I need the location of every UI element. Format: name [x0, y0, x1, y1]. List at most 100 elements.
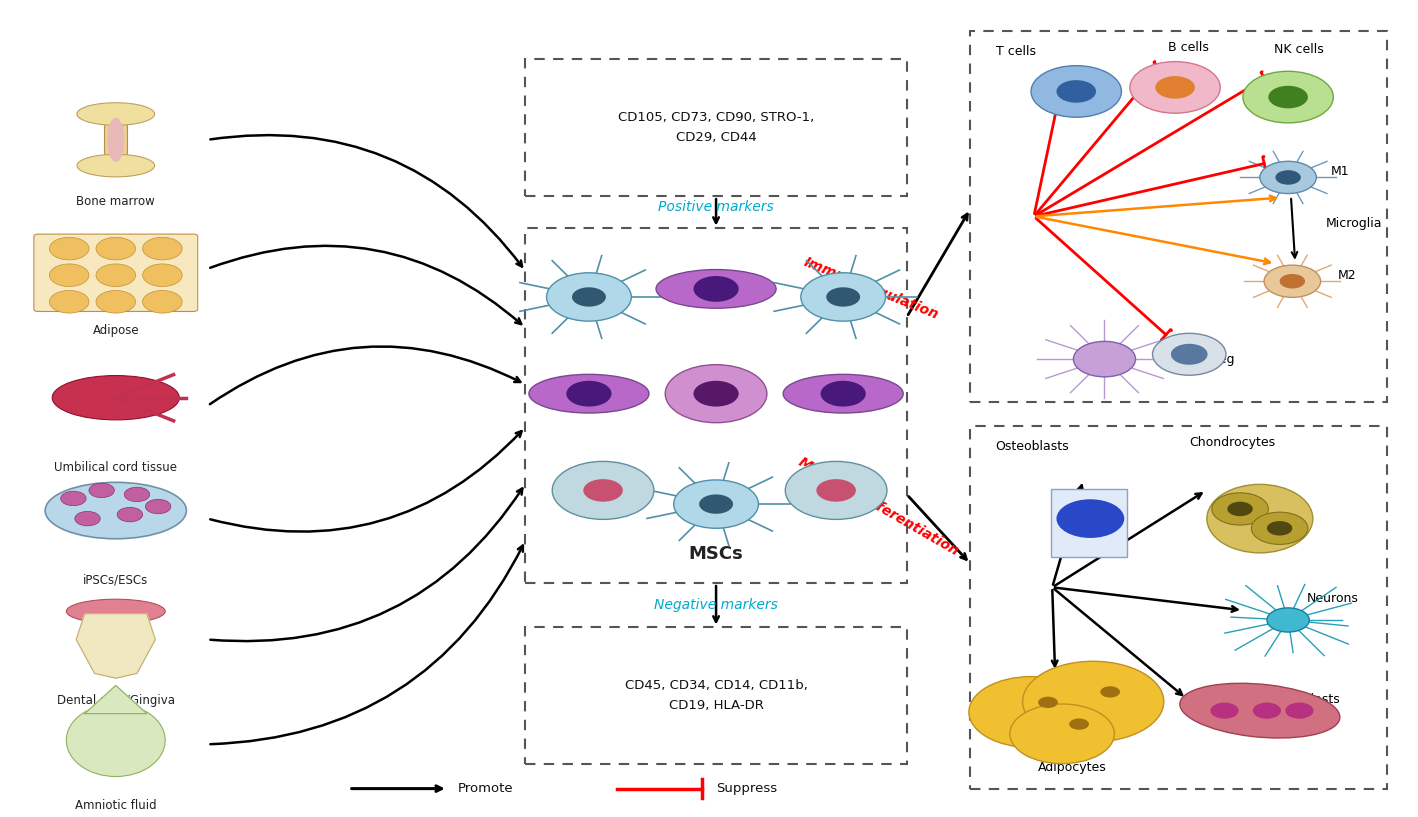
FancyBboxPatch shape	[34, 234, 197, 311]
Text: M1: M1	[1330, 165, 1349, 178]
Text: CD105, CD73, CD90, STRO-1,
CD29, CD44: CD105, CD73, CD90, STRO-1, CD29, CD44	[618, 111, 814, 145]
Circle shape	[50, 237, 89, 260]
Circle shape	[1244, 71, 1333, 123]
Text: Adipose: Adipose	[92, 324, 139, 337]
Text: Dental pulp/Gingiva: Dental pulp/Gingiva	[57, 694, 174, 708]
Circle shape	[1263, 266, 1320, 297]
Ellipse shape	[108, 118, 125, 162]
Circle shape	[96, 264, 136, 287]
Circle shape	[546, 273, 631, 321]
Ellipse shape	[1180, 683, 1340, 738]
Circle shape	[1156, 76, 1195, 99]
Ellipse shape	[657, 270, 776, 308]
Ellipse shape	[77, 154, 155, 176]
Circle shape	[693, 276, 739, 301]
Text: iPSCs/ESCs: iPSCs/ESCs	[84, 574, 149, 587]
Ellipse shape	[52, 376, 179, 420]
Circle shape	[50, 291, 89, 313]
Circle shape	[143, 264, 182, 287]
Circle shape	[566, 381, 611, 407]
Circle shape	[1100, 686, 1120, 698]
Circle shape	[125, 487, 150, 502]
Bar	[105, 116, 128, 164]
Ellipse shape	[67, 704, 166, 776]
Text: Suppress: Suppress	[716, 782, 777, 795]
Circle shape	[1130, 61, 1221, 114]
Circle shape	[1171, 344, 1208, 364]
Text: NK cells: NK cells	[1273, 43, 1324, 56]
Circle shape	[1275, 170, 1300, 185]
Circle shape	[801, 273, 886, 321]
Circle shape	[827, 288, 861, 306]
Circle shape	[1212, 493, 1268, 525]
Bar	[970, 426, 1387, 788]
Circle shape	[552, 462, 654, 520]
Circle shape	[821, 381, 866, 407]
Circle shape	[143, 237, 182, 260]
Polygon shape	[85, 685, 147, 714]
Circle shape	[1010, 704, 1115, 764]
Bar	[1051, 489, 1127, 557]
Circle shape	[1285, 703, 1313, 719]
Circle shape	[571, 288, 605, 306]
Circle shape	[50, 264, 89, 287]
Text: Promote: Promote	[458, 782, 513, 795]
Circle shape	[1251, 512, 1307, 544]
Circle shape	[786, 462, 888, 520]
Circle shape	[1259, 161, 1316, 194]
Circle shape	[89, 483, 115, 498]
Circle shape	[96, 237, 136, 260]
Text: MSCs: MSCs	[689, 545, 743, 563]
Circle shape	[1228, 502, 1252, 516]
Circle shape	[1038, 697, 1058, 708]
Ellipse shape	[1207, 484, 1313, 553]
Circle shape	[1073, 342, 1136, 377]
Text: Neurons: Neurons	[1306, 592, 1358, 605]
Circle shape	[146, 499, 170, 514]
Ellipse shape	[77, 103, 155, 125]
Circle shape	[96, 291, 136, 313]
Circle shape	[699, 494, 733, 514]
Circle shape	[61, 491, 86, 506]
Text: T cells: T cells	[995, 46, 1035, 59]
Text: Microglia: Microglia	[1326, 217, 1383, 230]
Circle shape	[817, 479, 856, 502]
Text: Amniotic fluid: Amniotic fluid	[75, 799, 156, 812]
Circle shape	[1056, 499, 1124, 538]
Circle shape	[1268, 86, 1307, 109]
Circle shape	[693, 381, 739, 407]
Ellipse shape	[783, 374, 903, 413]
Circle shape	[143, 291, 182, 313]
Circle shape	[1056, 80, 1096, 103]
Text: CD45, CD34, CD14, CD11b,
CD19, HLA-DR: CD45, CD34, CD14, CD11b, CD19, HLA-DR	[624, 680, 807, 712]
Circle shape	[583, 479, 623, 502]
Circle shape	[75, 511, 101, 526]
Text: Bone marrow: Bone marrow	[77, 194, 155, 208]
Circle shape	[118, 507, 143, 522]
Circle shape	[1252, 703, 1280, 719]
Text: Umbilical cord tissue: Umbilical cord tissue	[54, 461, 177, 474]
Ellipse shape	[529, 374, 649, 413]
Circle shape	[674, 480, 759, 529]
Circle shape	[1031, 65, 1122, 117]
Circle shape	[1153, 333, 1227, 375]
Text: M2: M2	[1337, 269, 1356, 282]
Text: Positive markers: Positive markers	[658, 200, 774, 214]
Ellipse shape	[45, 482, 186, 538]
Text: Negative markers: Negative markers	[654, 597, 778, 612]
Circle shape	[665, 364, 767, 422]
Bar	[970, 31, 1387, 402]
Bar	[526, 59, 906, 196]
Text: Chondrocytes: Chondrocytes	[1190, 435, 1275, 449]
Circle shape	[1069, 718, 1089, 730]
Text: Myoblasts: Myoblasts	[1278, 694, 1341, 706]
Text: Treg: Treg	[1208, 353, 1234, 366]
Text: Immunoregulation: Immunoregulation	[803, 256, 942, 323]
Ellipse shape	[67, 599, 166, 623]
Text: B cells: B cells	[1168, 41, 1210, 54]
Circle shape	[1266, 608, 1309, 632]
Polygon shape	[77, 614, 156, 678]
Circle shape	[968, 676, 1093, 748]
Text: Multiple differentiation: Multiple differentiation	[795, 455, 961, 558]
Bar	[526, 229, 906, 583]
